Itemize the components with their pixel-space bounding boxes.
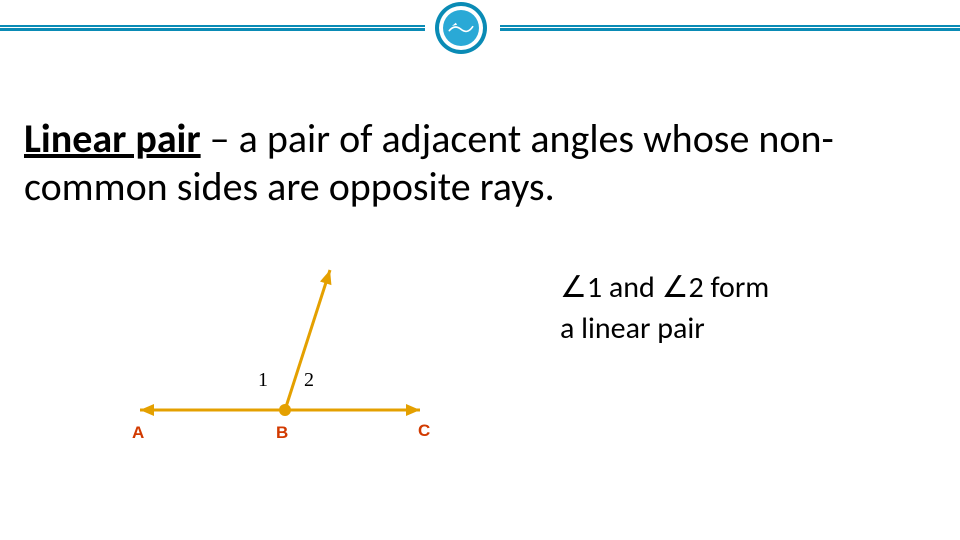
definition-text: Linear pair – a pair of adjacent angles …	[24, 115, 936, 211]
caption-mid: and ∠	[602, 269, 688, 306]
diagram-caption: ∠1 and ∠2 form a linear pair	[560, 268, 880, 349]
slide: Linear pair – a pair of adjacent angles …	[0, 0, 960, 540]
caption-line2: a linear pair	[560, 310, 705, 347]
angle-1-ref: 1	[587, 269, 602, 306]
svg-text:A: A	[132, 423, 144, 442]
term: Linear pair	[24, 114, 201, 163]
svg-text:C: C	[418, 421, 430, 440]
svg-text:2: 2	[304, 369, 314, 391]
angle-symbol: ∠	[560, 269, 587, 306]
school-logo-icon	[435, 2, 487, 54]
angle-2-ref: 2	[688, 269, 703, 306]
svg-text:1: 1	[258, 369, 268, 391]
caption-suffix: form	[704, 269, 770, 306]
svg-text:B: B	[276, 423, 288, 442]
linear-pair-diagram: A B C 1 2	[120, 260, 440, 470]
